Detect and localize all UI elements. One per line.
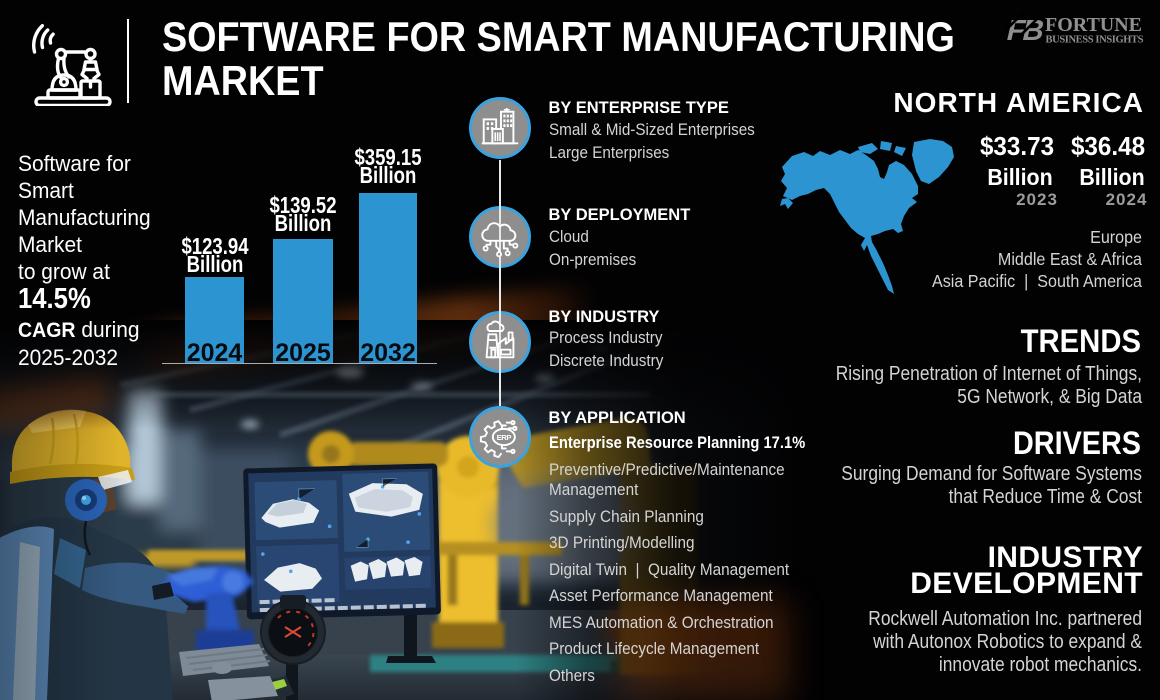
svg-text:ERP: ERP <box>497 433 512 442</box>
svg-text:FB: FB <box>1004 14 1047 43</box>
svg-text:BUSINESS INSIGHTS: BUSINESS INSIGHTS <box>1046 35 1144 44</box>
svg-text:FORTUNE: FORTUNE <box>1045 14 1142 36</box>
